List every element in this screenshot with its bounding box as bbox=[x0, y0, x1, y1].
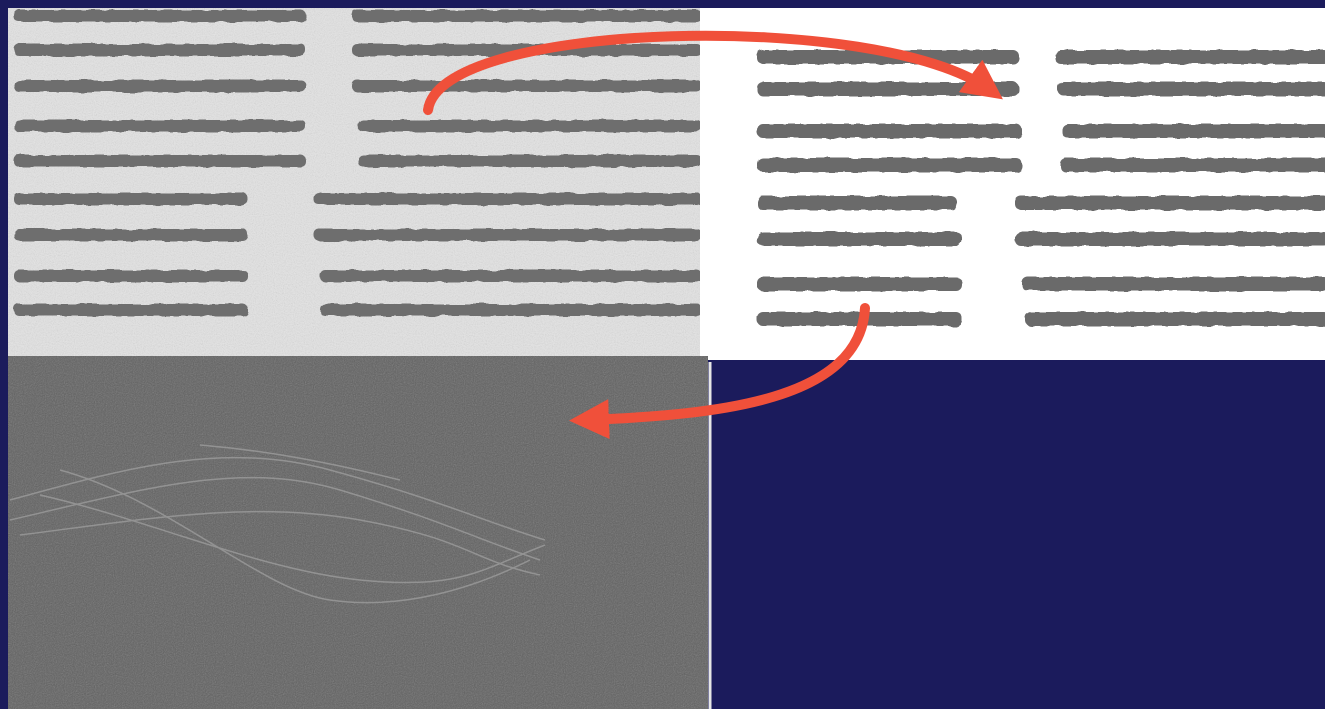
scene bbox=[0, 0, 1325, 709]
page: Stripe pattern comparison {} html, body … bbox=[0, 0, 1325, 709]
processed-pattern bbox=[700, 8, 1325, 360]
panel-noise bbox=[8, 356, 708, 709]
panel-noise bbox=[8, 8, 700, 356]
original-pattern bbox=[8, 8, 702, 356]
body bbox=[0, 0, 1325, 709]
difference-image bbox=[8, 356, 708, 709]
